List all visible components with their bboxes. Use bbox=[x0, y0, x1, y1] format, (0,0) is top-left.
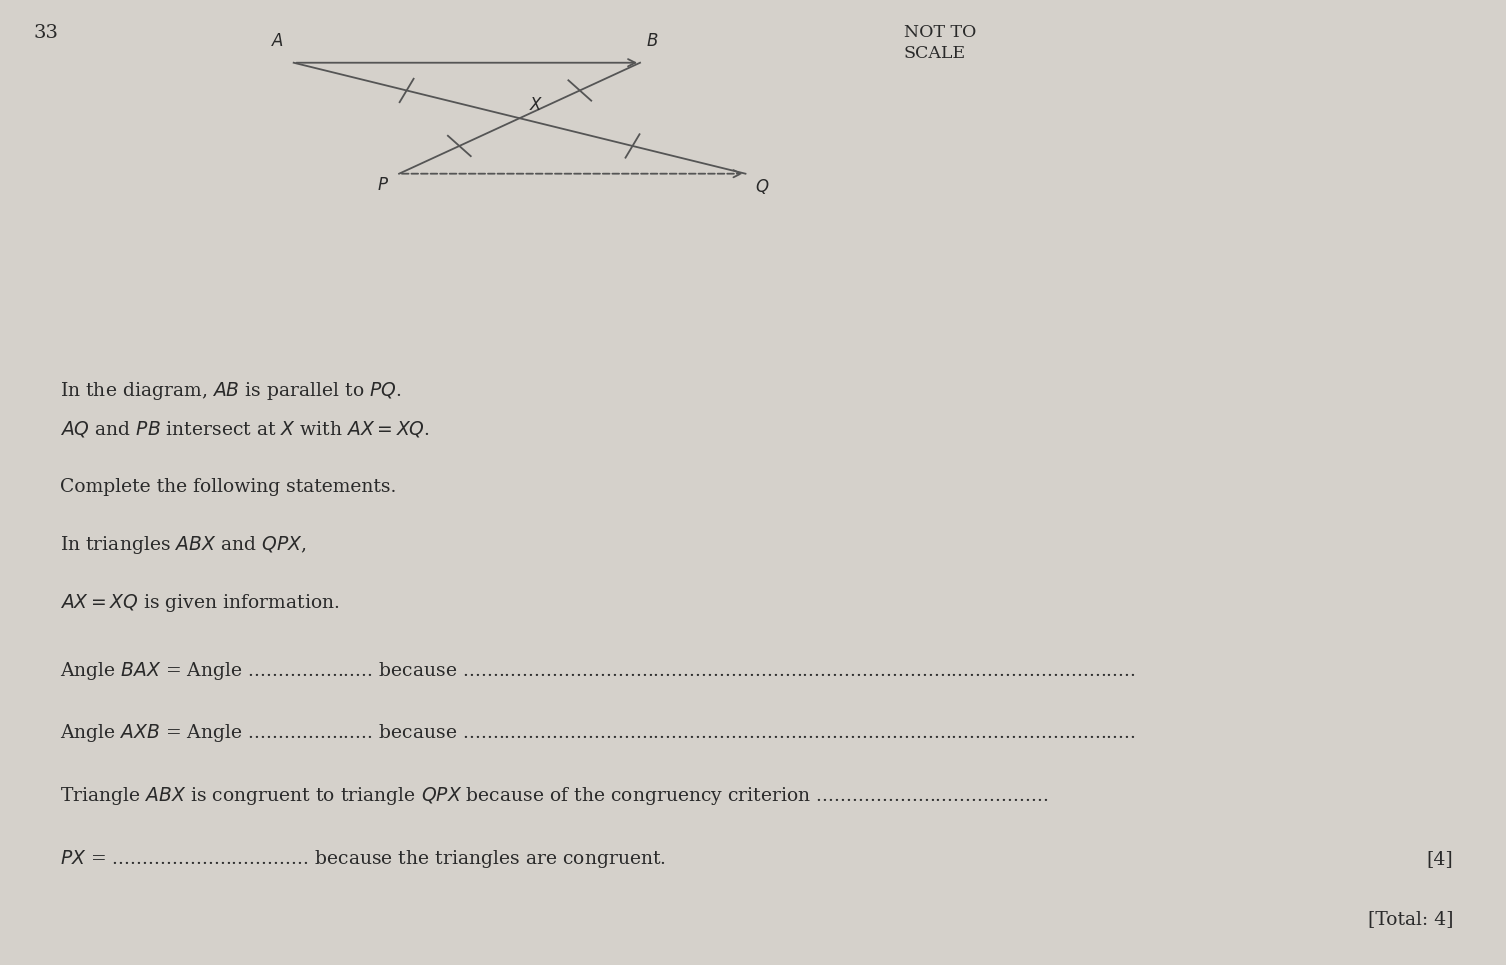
Text: $X$: $X$ bbox=[529, 97, 544, 115]
Text: $PX$ = ................................. because the triangles are congruent.: $PX$ = .................................… bbox=[60, 848, 666, 869]
Text: $Q$: $Q$ bbox=[755, 178, 770, 197]
Text: Complete the following statements.: Complete the following statements. bbox=[60, 479, 396, 496]
Text: Angle $AXB$ = Angle ..................... because ..............................: Angle $AXB$ = Angle ....................… bbox=[60, 723, 1136, 744]
Text: Angle $BAX$ = Angle ..................... because ..............................: Angle $BAX$ = Angle ....................… bbox=[60, 660, 1136, 681]
Text: $B$: $B$ bbox=[646, 33, 658, 50]
Text: 33: 33 bbox=[33, 24, 59, 42]
Text: In the diagram, $AB$ is parallel to $PQ$.: In the diagram, $AB$ is parallel to $PQ$… bbox=[60, 380, 402, 401]
Text: $AQ$ and $PB$ intersect at $X$ with $AX = XQ$.: $AQ$ and $PB$ intersect at $X$ with $AX … bbox=[60, 420, 431, 439]
Text: NOT TO
SCALE: NOT TO SCALE bbox=[904, 24, 976, 62]
Text: $AX = XQ$ is given information.: $AX = XQ$ is given information. bbox=[60, 593, 340, 614]
Text: [Total: 4]: [Total: 4] bbox=[1367, 910, 1453, 927]
Text: $A$: $A$ bbox=[271, 33, 283, 50]
Text: In triangles $ABX$ and $QPX$,: In triangles $ABX$ and $QPX$, bbox=[60, 535, 307, 556]
Text: Triangle $ABX$ is congruent to triangle $QPX$ because of the congruency criterio: Triangle $ABX$ is congruent to triangle … bbox=[60, 786, 1048, 807]
Text: $P$: $P$ bbox=[378, 178, 389, 195]
Text: [4]: [4] bbox=[1426, 850, 1453, 868]
